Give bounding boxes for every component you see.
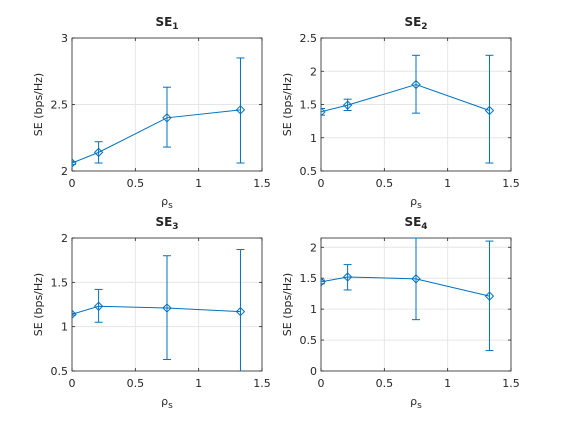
x-tick-label: 1 <box>195 377 202 390</box>
x-tick-label: 0.5 <box>127 377 145 390</box>
y-tick-label: 2.5 <box>51 99 69 112</box>
y-tick-label: 2.5 <box>300 32 318 45</box>
data-layer <box>321 54 495 164</box>
series-line <box>321 276 490 297</box>
x-tick-label: 0.5 <box>127 177 145 190</box>
data-point <box>342 100 353 110</box>
data-point <box>93 147 104 158</box>
data-layer <box>321 238 495 352</box>
data-point <box>72 158 77 168</box>
y-axis-label: SE (bps/Hz) <box>281 73 294 136</box>
x-tick-label: 0 <box>318 177 325 190</box>
x-tick-label: 1.5 <box>253 377 271 390</box>
x-tick-label: 1 <box>195 177 202 190</box>
x-tick-label: 1.5 <box>253 177 271 190</box>
y-tick-label: 1.5 <box>300 99 318 112</box>
x-axis-label: ρs <box>410 395 422 411</box>
x-tick-label: 1 <box>444 177 451 190</box>
y-tick-label: 1.5 <box>51 276 69 289</box>
data-point <box>411 274 421 284</box>
data-layer <box>72 249 246 371</box>
subplot-title: SE1 <box>155 15 178 32</box>
series-line <box>72 109 241 164</box>
y-tick-label: 0.5 <box>300 334 318 347</box>
data-point <box>411 79 421 90</box>
y-tick-label: 3 <box>61 32 68 45</box>
data-point <box>235 105 246 115</box>
y-axis-label: SE (bps/Hz) <box>32 73 45 136</box>
subplot-4: 0 0.5 1 1.5 0 0.5 1 1.5 2 SE4 ρs SE (bps/Hz) <box>281 215 520 411</box>
data-point <box>484 105 495 116</box>
data-point <box>321 277 326 287</box>
y-tick-label: 2 <box>61 232 68 245</box>
data-point <box>321 107 326 117</box>
x-tick-label: 0.5 <box>376 377 394 390</box>
x-tick-label: 0 <box>318 377 325 390</box>
series-line <box>72 305 241 315</box>
y-axis-label: SE (bps/Hz) <box>32 273 45 336</box>
x-axis-label: ρs <box>161 195 173 211</box>
y-tick-label: 2 <box>310 65 317 78</box>
y-tick-label: 2 <box>310 241 317 254</box>
axes-box <box>71 237 263 372</box>
data-point <box>162 113 172 123</box>
data-point <box>93 301 104 311</box>
y-axis-label: SE (bps/Hz) <box>281 273 294 336</box>
y-tick-label: 1 <box>310 303 317 316</box>
y-tick-label: 1 <box>61 321 68 334</box>
series-line <box>321 84 490 113</box>
x-axis-label: ρs <box>161 395 173 411</box>
y-tick-label: 1.5 <box>300 272 318 285</box>
x-tick-label: 0 <box>69 377 76 390</box>
data-point <box>72 309 77 319</box>
y-tick-label: 2 <box>61 165 68 178</box>
y-tick-label: 0.5 <box>300 165 318 178</box>
y-tick-label: 0 <box>310 365 317 378</box>
x-axis-label: ρs <box>410 195 422 211</box>
data-point <box>484 291 495 301</box>
data-point <box>162 303 172 313</box>
subplot-title: SE2 <box>404 15 427 32</box>
subplot-1: 0 0.5 1 1.5 2 2.5 3 SE1 ρs SE (bps/Hz) <box>32 15 271 211</box>
x-tick-label: 1.5 <box>502 177 520 190</box>
x-tick-label: 0 <box>69 177 76 190</box>
subplot-title: SE4 <box>404 215 427 232</box>
data-layer <box>72 57 246 168</box>
data-point <box>342 272 353 282</box>
subplot-title: SE3 <box>155 215 178 232</box>
y-tick-label: 0.5 <box>51 365 69 378</box>
data-point <box>235 306 246 317</box>
y-tick-label: 1 <box>310 132 317 145</box>
x-tick-label: 0.5 <box>376 177 394 190</box>
x-tick-label: 1.5 <box>502 377 520 390</box>
x-tick-label: 1 <box>444 377 451 390</box>
